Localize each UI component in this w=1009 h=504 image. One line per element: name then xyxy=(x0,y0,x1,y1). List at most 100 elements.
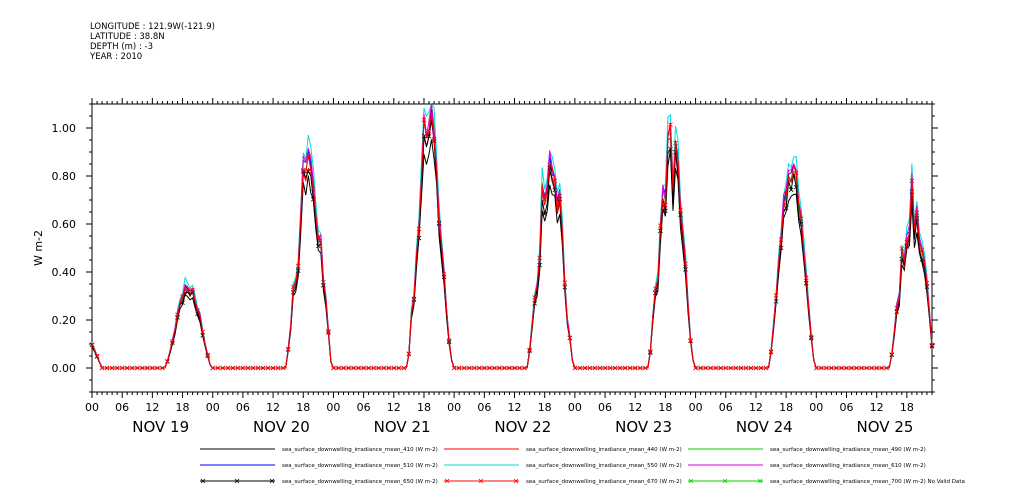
series-marker xyxy=(748,365,754,371)
y-tick-label: 0.60 xyxy=(52,218,77,231)
series-marker xyxy=(632,365,638,371)
series-marker xyxy=(416,226,422,232)
series-marker xyxy=(401,365,407,371)
series-marker xyxy=(849,365,854,371)
series-marker xyxy=(688,338,693,343)
x-tick-label: 18 xyxy=(538,401,552,414)
series-marker xyxy=(763,365,769,371)
series-marker xyxy=(547,162,553,168)
series-marker xyxy=(869,365,874,371)
series-marker xyxy=(582,365,588,371)
series-marker xyxy=(451,365,457,371)
metadata-header: LONGITUDE : 121.9W(-121.9) LATITUDE : 38… xyxy=(90,22,215,62)
x-tick-label: 12 xyxy=(387,401,401,414)
series-marker xyxy=(421,133,427,139)
x-tick-label: 18 xyxy=(296,401,310,414)
series-marker xyxy=(738,365,744,371)
series-marker xyxy=(426,129,432,134)
legend-marker xyxy=(444,478,450,484)
series-marker xyxy=(637,365,643,371)
series-marker xyxy=(371,365,376,371)
series-marker xyxy=(316,234,321,240)
legend: sea_surface_downwelling_irradiance_mean_… xyxy=(200,447,965,485)
series-marker xyxy=(542,197,547,202)
series-marker xyxy=(924,280,930,286)
series-marker xyxy=(456,365,462,371)
series-marker xyxy=(306,153,311,158)
y-axis-label: W m-2 xyxy=(32,230,45,266)
series-marker xyxy=(793,170,799,176)
series-marker xyxy=(200,329,205,335)
series-marker xyxy=(537,255,542,261)
series-marker xyxy=(904,239,910,245)
series-marker xyxy=(446,338,452,343)
series-marker xyxy=(879,365,884,371)
legend-label: sea_surface_downwelling_irradiance_mean_… xyxy=(282,463,438,469)
legend-label: sea_surface_downwelling_irradiance_mean_… xyxy=(770,479,965,485)
series-line-1 xyxy=(91,115,933,369)
x-tick-label: 06 xyxy=(357,401,371,414)
series-marker xyxy=(929,342,935,348)
y-tick-label: 0.00 xyxy=(52,362,77,375)
series-marker xyxy=(522,365,527,371)
series-marker xyxy=(331,365,336,371)
series-line-7 xyxy=(91,111,933,369)
series-marker xyxy=(798,216,804,221)
series-marker xyxy=(713,365,718,371)
legend-marker xyxy=(478,478,484,484)
series-marker xyxy=(104,365,110,371)
series-marker xyxy=(406,351,412,356)
series-marker xyxy=(210,365,216,371)
series-marker xyxy=(140,365,145,371)
series-marker xyxy=(532,295,537,300)
series-marker xyxy=(316,243,321,249)
series-marker xyxy=(109,365,115,371)
x-tick-label: 12 xyxy=(266,401,280,414)
series-marker xyxy=(894,305,900,311)
series-marker xyxy=(185,289,190,295)
series-marker xyxy=(899,246,905,251)
series-marker xyxy=(537,262,542,268)
x-tick-label: 06 xyxy=(598,401,612,414)
series-marker xyxy=(673,140,678,146)
legend-marker xyxy=(269,478,275,484)
series-marker xyxy=(718,365,724,371)
series-marker xyxy=(492,365,497,371)
x-tick-label: 06 xyxy=(236,401,250,414)
series-marker xyxy=(356,365,361,371)
series-marker xyxy=(89,342,95,347)
series-marker xyxy=(205,352,210,358)
longitude-text: LONGITUDE : 121.9W(-121.9) xyxy=(90,22,215,32)
series-marker xyxy=(376,365,381,371)
series-marker xyxy=(220,365,226,371)
series-line-0 xyxy=(91,139,933,369)
legend-label: sea_surface_downwelling_irradiance_mean_… xyxy=(282,479,438,485)
series-marker xyxy=(612,365,618,371)
series-marker xyxy=(155,365,160,371)
x-tick-label: 06 xyxy=(839,401,853,414)
series-marker xyxy=(773,293,779,298)
legend-label: sea_surface_downwelling_irradiance_mean_… xyxy=(526,479,682,485)
x-tick-label: 18 xyxy=(417,401,431,414)
series-marker xyxy=(255,365,261,371)
x-tick-label: 12 xyxy=(145,401,159,414)
series-line-3 xyxy=(91,109,933,369)
series-line-6 xyxy=(91,119,933,369)
series-marker xyxy=(909,178,915,184)
legend-label: sea_surface_downwelling_irradiance_mean_… xyxy=(770,463,926,469)
series-marker xyxy=(225,365,231,371)
series-marker xyxy=(834,365,839,371)
x-day-label: NOV 23 xyxy=(615,418,672,436)
series-marker xyxy=(753,365,759,371)
series-marker xyxy=(477,365,482,371)
series-marker xyxy=(577,365,583,371)
series-marker xyxy=(914,210,920,215)
series-marker xyxy=(215,365,221,371)
legend-label: sea_surface_downwelling_irradiance_mean_… xyxy=(770,447,926,453)
series-marker xyxy=(306,168,311,174)
series-line-4 xyxy=(91,102,933,369)
series-marker xyxy=(844,365,849,371)
series-marker xyxy=(326,328,331,334)
legend-marker xyxy=(234,478,240,484)
series-marker xyxy=(627,365,633,371)
